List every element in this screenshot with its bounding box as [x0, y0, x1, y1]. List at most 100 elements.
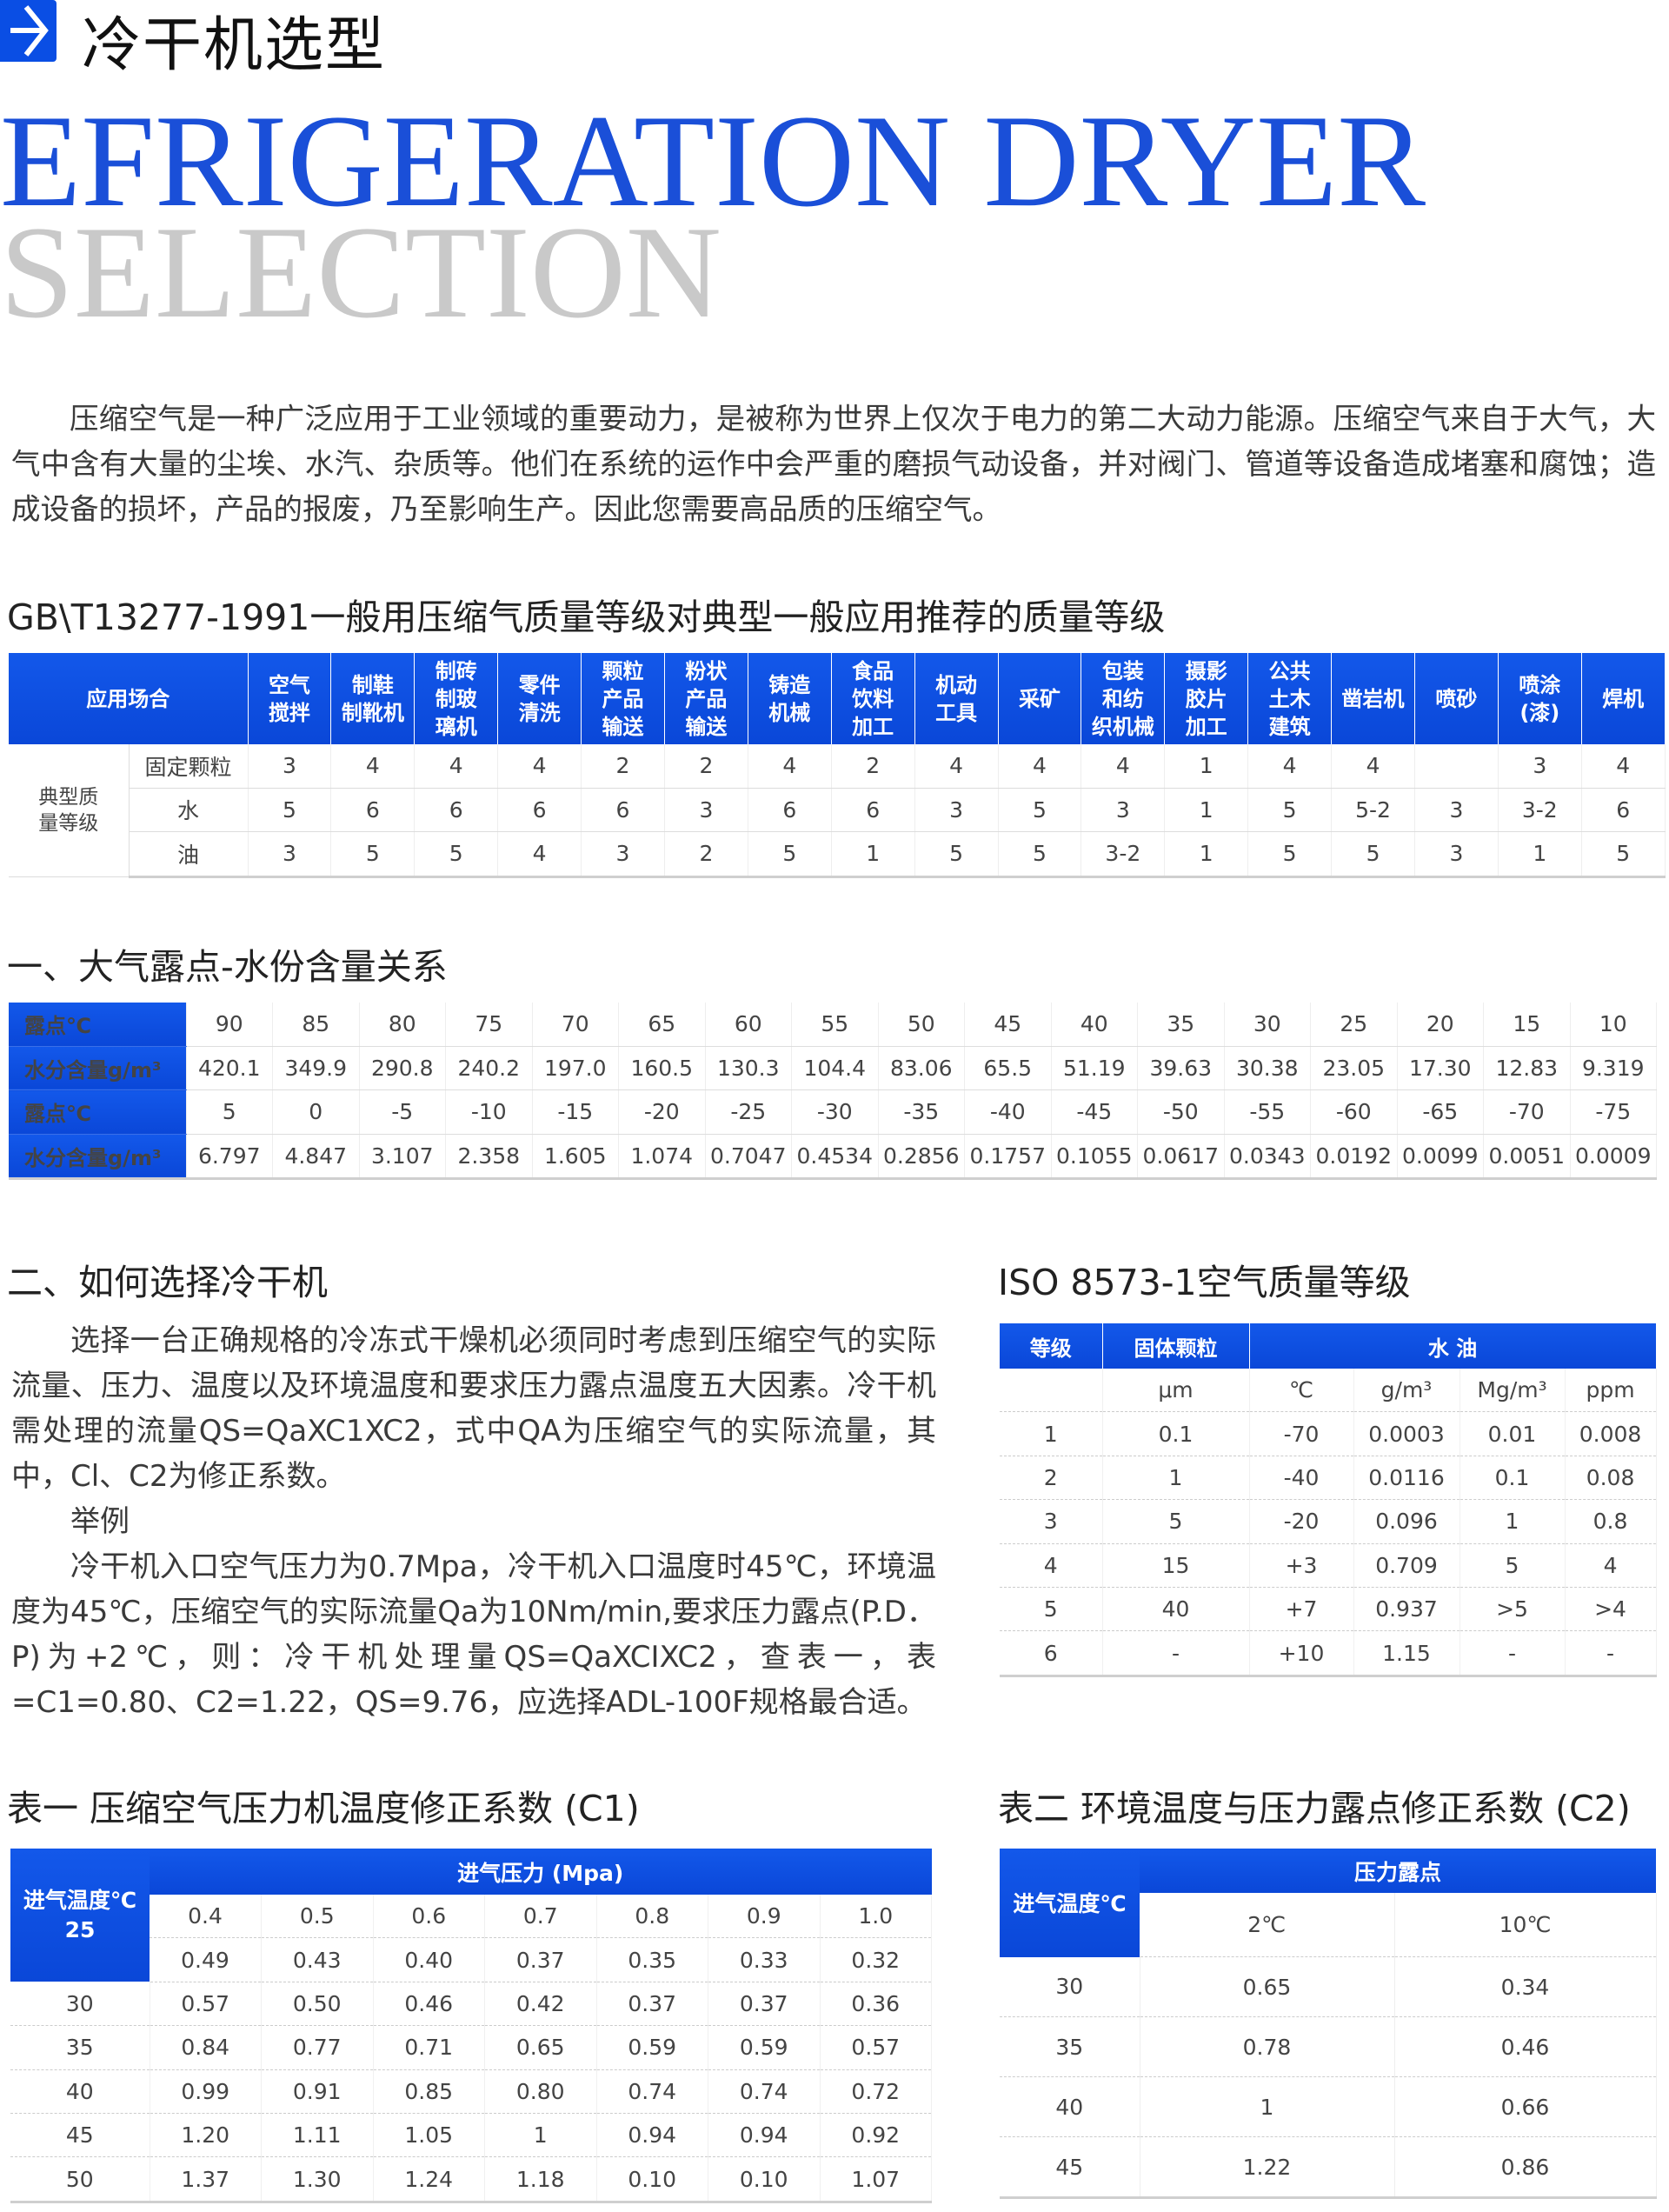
table-cell: 0.1055	[1051, 1134, 1138, 1180]
column-header: 0.9	[708, 1895, 821, 1939]
table-cell: 1.15	[1353, 1630, 1460, 1677]
column-header: 0.7	[484, 1895, 597, 1939]
table-cell: 2	[831, 744, 915, 789]
table-cell: 420.1	[186, 1046, 273, 1090]
table-row: 35 0.78 0.46	[1000, 2016, 1657, 2077]
table-row: 油 3 5 5 4 3 2 5 1 5 5 3-2 1 5 5 3 1 5	[9, 831, 1666, 878]
column-header: 0.6	[373, 1895, 485, 1939]
table-cell: 9.319	[1570, 1046, 1657, 1090]
table-cell: 17.30	[1397, 1046, 1484, 1090]
table-cell: 40	[1051, 1003, 1138, 1047]
table-cell: 160.5	[618, 1046, 706, 1090]
table-cell: 39.63	[1137, 1046, 1225, 1090]
table-cell: 0.0099	[1397, 1134, 1484, 1180]
table-cell: 2.358	[445, 1134, 533, 1180]
table-row: 50 1.37 1.30 1.24 1.18 0.10 0.10 1.07	[10, 2156, 933, 2203]
table-cell: 60	[705, 1003, 792, 1047]
column-header: 0.5	[261, 1895, 374, 1939]
table-cell: 3-2	[1081, 831, 1166, 878]
table-cell: -60	[1310, 1089, 1398, 1135]
column-header: 0.8	[596, 1895, 708, 1939]
corner-cell: 进气温度℃ 25	[10, 1849, 150, 1982]
table-cell: 0.36	[820, 1982, 933, 2027]
table-cell: 1	[1140, 2076, 1395, 2137]
table-cell: -15	[532, 1089, 619, 1135]
table-cell: -25	[705, 1089, 792, 1135]
table-cell: 15	[1483, 1003, 1571, 1047]
table-cell: 5	[1331, 831, 1415, 878]
table-cell: -70	[1483, 1089, 1571, 1135]
table-row: 2 1 -40 0.0116 0.1 0.08	[1000, 1456, 1657, 1501]
example-paragraph: 冷干机入口空气压力为0.7Mpa，冷干机入口温度时45℃，环境温度为45℃，压缩…	[11, 1549, 936, 1720]
table-cell: 4	[414, 744, 499, 789]
table-cell: 4.847	[272, 1134, 360, 1180]
table-cell: 3	[248, 831, 332, 878]
table-cell: 40	[1102, 1587, 1250, 1632]
table-cell: 1.074	[618, 1134, 706, 1180]
row-label: 40	[10, 2069, 150, 2114]
column-header: 固体颗粒	[1102, 1323, 1250, 1369]
table-cell: 0.01	[1460, 1411, 1566, 1456]
table-cell: 5	[1581, 831, 1666, 878]
table-cell: 6	[330, 788, 416, 832]
page-title: 冷干机选型	[82, 11, 387, 80]
table-cell: 0.34	[1394, 1956, 1657, 2017]
table-cell: -	[1460, 1630, 1566, 1677]
table-row: 40 1 0.66	[1000, 2076, 1657, 2137]
table-cell: 12.83	[1483, 1046, 1571, 1090]
table-cell: 4	[1000, 1543, 1103, 1588]
column-group-header: 压力露点	[1140, 1849, 1657, 1893]
table-cell: 1.605	[532, 1134, 619, 1180]
iso-quality-table: 等级 固体颗粒水 油 μm ℃ g/m³ Mg/m³ ppm 1 0.1 -70 0.0003 0.0…	[1000, 1323, 1657, 1677]
table-cell: 240.2	[445, 1046, 533, 1090]
table-cell: 0.096	[1353, 1499, 1460, 1544]
table-cell: 0.74	[596, 2069, 708, 2114]
column-header: 喷涂 (漆)	[1498, 653, 1582, 744]
table-cell: 55	[791, 1003, 879, 1047]
table-cell: 290.8	[359, 1046, 446, 1090]
table-cell: 0.32	[820, 1937, 933, 1982]
table-cell: -5	[359, 1089, 446, 1135]
table-cell: 0.2856	[878, 1134, 965, 1180]
table-cell: 4	[497, 744, 582, 789]
table-cell: 5	[1247, 788, 1333, 832]
intro-paragraph: 压缩空气是一种广泛应用于工业领域的重要动力，是被称为世界上仅次于电力的第二大动力…	[11, 402, 1656, 526]
table-cell: 0.37	[596, 1982, 708, 2027]
header-row: 进气温度℃ 压力露点	[1000, 1849, 1657, 1957]
row-label: 50	[10, 2156, 150, 2203]
unit-cell	[1000, 1369, 1103, 1413]
unit-cell: μm	[1102, 1369, 1250, 1413]
table-cell: 1.24	[373, 2156, 485, 2203]
table-cell: 0.937	[1353, 1587, 1460, 1632]
column-header: 粉状 产品 输送	[664, 653, 748, 744]
dewpoint-water-table: 露点℃ 90 85 80 75 70 65 60 55 50 45 40 35 30 25 20 15 10 水分含…	[9, 1003, 1657, 1180]
table-cell: 25	[1310, 1003, 1398, 1047]
table-cell: 0.1	[1460, 1456, 1566, 1501]
table-cell: 45	[964, 1003, 1052, 1047]
row-label: 露点℃	[9, 1003, 187, 1047]
arrow-right-icon	[0, 0, 57, 62]
table-cell: 2	[581, 744, 665, 789]
table-cell: 5	[1460, 1543, 1566, 1588]
table-cell: 4	[748, 744, 832, 789]
table-cell: 5	[1247, 831, 1333, 878]
row-label: 水分含量g/m³	[9, 1134, 187, 1180]
table-cell: -65	[1397, 1089, 1484, 1135]
english-title-line2: SELECTION	[0, 199, 721, 330]
table-cell: 130.3	[705, 1046, 792, 1090]
table-cell: 85	[272, 1003, 360, 1047]
table-row: 水分含量g/m³ 420.1 349.9 290.8 240.2 197.0 160.5 13…	[9, 1046, 1657, 1090]
column-header: 2℃	[1140, 1893, 1395, 1957]
table-cell: 0.59	[596, 2025, 708, 2070]
table-cell: 0.10	[596, 2156, 708, 2203]
table-cell: 80	[359, 1003, 446, 1047]
table-cell: 0.0343	[1224, 1134, 1311, 1180]
table-cell: 5	[330, 831, 416, 878]
table-cell: 0.42	[484, 1982, 597, 2027]
table-cell: 3.107	[359, 1134, 446, 1180]
column-header: 颗粒 产品 输送	[581, 653, 665, 744]
table-cell: >4	[1565, 1587, 1657, 1632]
table-cell: 65	[618, 1003, 706, 1047]
table-cell: 0.0051	[1483, 1134, 1571, 1180]
table-cell: 51.19	[1051, 1046, 1138, 1090]
